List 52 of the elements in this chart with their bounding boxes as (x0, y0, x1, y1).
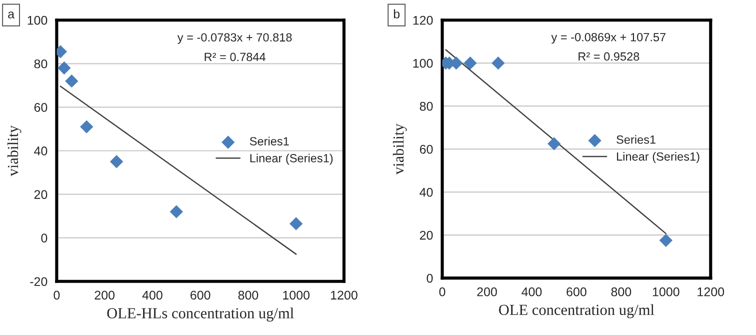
x-tick-label: 1200 (698, 287, 724, 296)
annotation: R² = 0.9528 (578, 52, 640, 61)
point (65, 74, 78, 88)
x-axis-title: OLE concentration ug/ml (499, 304, 654, 318)
point (58, 61, 71, 75)
annotation: y = -0.0869x + 107.57 (551, 32, 666, 44)
point (170, 205, 183, 218)
y-tick-label: 40 (34, 146, 48, 156)
x-tick-label: 600 (566, 287, 586, 296)
y-tick-label: 100 (413, 58, 433, 68)
x-tick-label: 800 (238, 290, 258, 300)
point (80, 120, 94, 134)
point (492, 56, 505, 70)
y-axis-title: viability (7, 125, 22, 176)
y-tick-label: 40 (420, 188, 433, 197)
point (110, 155, 124, 168)
point (547, 137, 561, 150)
legend-label: Series1 (616, 135, 656, 144)
y-tick-label: -20 (30, 277, 48, 286)
legend-label: Linear (Series1) (617, 152, 700, 164)
point (659, 234, 672, 248)
y-tick-label: 0 (426, 274, 433, 283)
x-axis-title: OLE-HLs concentration ug/ml (107, 308, 294, 322)
x-tick-label: 200 (94, 290, 115, 300)
x-tick-label: 0 (54, 290, 60, 300)
x-tick-label: 0 (439, 287, 446, 296)
y-tick-label: 20 (34, 190, 48, 199)
x-tick-label: 200 (477, 287, 497, 296)
annotation: R² = 0.7844 (204, 52, 266, 62)
y-tick-label: 60 (34, 103, 48, 112)
text: b (394, 9, 400, 18)
legend-label: Series1 (250, 136, 289, 146)
legend-label: Linear (Series1) (250, 154, 333, 165)
x-tick-label: 1200 (331, 290, 358, 300)
point (464, 56, 477, 70)
annotation: y = -0.0783x + 70.818 (177, 33, 292, 44)
y-tick-label: 0 (41, 234, 48, 242)
point (290, 217, 303, 230)
y-tick-label: 80 (420, 102, 433, 111)
text: a (8, 12, 15, 18)
y-tick-label: 60 (420, 144, 433, 154)
x-tick-label: 400 (522, 287, 542, 296)
x-tick-label: 1000 (652, 287, 680, 296)
x-tick-label: 400 (142, 290, 162, 300)
y-axis-title: viability (392, 124, 407, 175)
x-tick-label: 800 (611, 287, 632, 296)
x-tick-label: 1000 (283, 290, 310, 300)
y-tick-label: 80 (34, 59, 48, 68)
y-tick-label: 20 (420, 230, 433, 240)
y-tick-label: 120 (413, 16, 433, 25)
x-tick-label: 600 (190, 290, 210, 300)
y-tick-label: 100 (28, 16, 48, 25)
